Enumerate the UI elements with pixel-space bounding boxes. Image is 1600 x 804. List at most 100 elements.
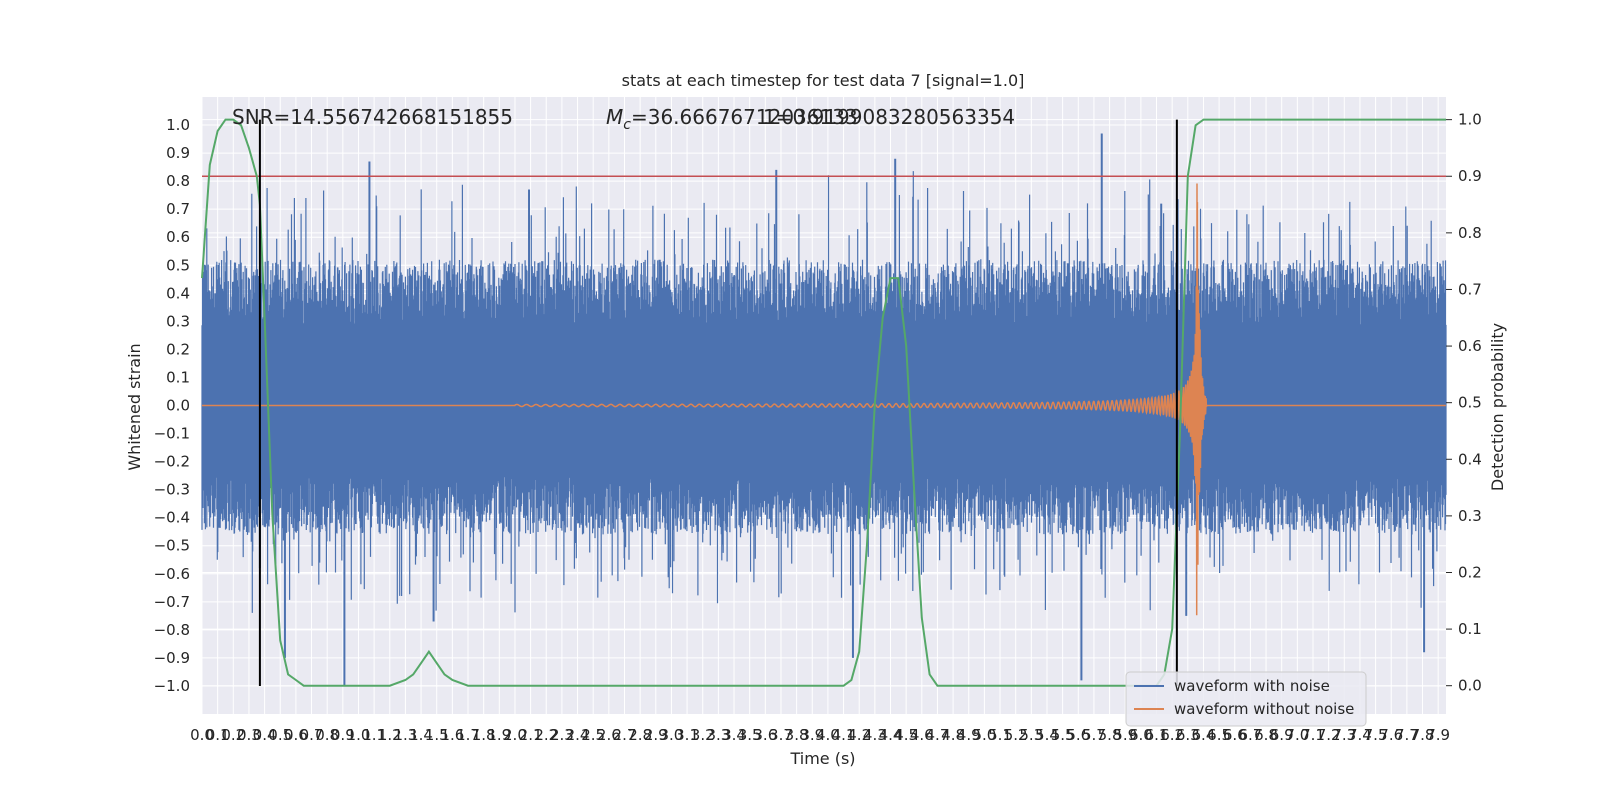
series-waveform-without-noise: [202, 183, 1446, 616]
x-tick-label: 3.2: [691, 726, 715, 744]
x-tick-label: 6.0: [1129, 726, 1153, 744]
y2-tick-label: 0.7: [1458, 280, 1482, 298]
x-tick-label: 5.4: [1035, 726, 1059, 744]
probability-line: [201, 118, 1446, 687]
x-tick-label: 0.4: [253, 726, 277, 744]
y-tick-label: −0.4: [154, 509, 190, 527]
x-tick-label: 5.9: [1113, 726, 1137, 744]
y-tick-label: −1.0: [154, 677, 190, 695]
y-tick-label: 0.6: [166, 228, 190, 246]
x-tick-label: 0.1: [206, 726, 230, 744]
y-tick-label: 0.8: [166, 172, 190, 190]
chirp-mass-symbol: M: [606, 105, 623, 129]
x-tick-label: 2.3: [550, 726, 574, 744]
y2-axis-title: Detection probability: [1488, 323, 1507, 491]
x-tick-label: 0.0: [190, 726, 214, 744]
x-tick-label: 4.0: [816, 726, 840, 744]
x-tick-label: 1.8: [472, 726, 496, 744]
y-tick-label: 0.0: [166, 397, 190, 415]
x-tick-label: 7.9: [1426, 726, 1450, 744]
x-tick-label: 7.1: [1301, 726, 1325, 744]
x-tick-label: 3.5: [738, 726, 762, 744]
y-tick-label: −0.3: [154, 481, 190, 499]
x-tick-label: 7.8: [1411, 726, 1435, 744]
chirp-mass-annotation: Mc=36.66676712036133: [606, 105, 858, 133]
x-tick-label: 2.4: [566, 726, 590, 744]
x-tick-label: 3.1: [675, 726, 699, 744]
x-tick-label: 4.9: [957, 726, 981, 744]
y2-tick-label: 0.6: [1458, 337, 1482, 355]
x-tick-label: 5.5: [1051, 726, 1075, 744]
x-tick-label: 1.9: [487, 726, 511, 744]
clean-waveform-trace: [202, 183, 1446, 616]
x-tick-label: 2.5: [581, 726, 605, 744]
legend: waveform with noise waveform without noi…: [1125, 671, 1367, 727]
y-tick-label: 0.7: [166, 200, 190, 218]
x-tick-label: 0.7: [300, 726, 324, 744]
y2-tick-label: 0.2: [1458, 563, 1482, 581]
chirp-mass-value: =36.66676712036133: [631, 105, 858, 129]
x-tick-label: 1.3: [393, 726, 417, 744]
x-tick-label: 3.0: [660, 726, 684, 744]
y-tick-label: 0.2: [166, 340, 190, 358]
x-tick-label: 6.5: [1207, 726, 1231, 744]
y2-tick-label: 0.5: [1458, 394, 1482, 412]
x-tick-label: 2.9: [644, 726, 668, 744]
y2-tick-label: 1.0: [1458, 111, 1482, 129]
y2-tick-label: 0.8: [1458, 224, 1482, 242]
x-tick-label: 7.4: [1348, 726, 1372, 744]
x-tick-label: 7.7: [1395, 726, 1419, 744]
y-tick-label: −0.1: [154, 425, 190, 443]
x-tick-label: 0.3: [237, 726, 261, 744]
x-tick-label: 5.2: [1004, 726, 1028, 744]
x-tick-label: 1.0: [347, 726, 371, 744]
x-tick-label: 2.1: [519, 726, 543, 744]
x-tick-label: 5.3: [1019, 726, 1043, 744]
x-tick-label: 5.6: [1066, 726, 1090, 744]
x-tick-label: 3.8: [785, 726, 809, 744]
x-tick-label: 6.7: [1238, 726, 1262, 744]
snr-annotation: SNR=14.556742668151855: [232, 105, 513, 129]
x-tick-label: 1.1: [362, 726, 386, 744]
x-tick-label: 1.2: [378, 726, 402, 744]
x-tick-label: 2.0: [503, 726, 527, 744]
y-tick-label: −0.6: [154, 565, 190, 583]
x-axis-title: Time (s): [789, 749, 855, 768]
y-tick-label: 0.1: [166, 368, 190, 386]
x-tick-label: 4.5: [894, 726, 918, 744]
x-tick-label: 0.5: [268, 726, 292, 744]
y2-tick-label: 0.4: [1458, 450, 1482, 468]
x-tick-label: 1.6: [440, 726, 464, 744]
legend-box: [1125, 671, 1367, 727]
x-tick-label: 4.7: [926, 726, 950, 744]
series-detection-probability: [201, 118, 1446, 687]
y-tick-label: 0.5: [166, 256, 190, 274]
x-tick-label: 0.6: [284, 726, 308, 744]
overlap-annotation: 1=0.9199083280563354: [763, 105, 1015, 129]
x-tick-label: 6.2: [1160, 726, 1184, 744]
x-tick-label: 5.1: [988, 726, 1012, 744]
x-tick-label: 7.0: [1285, 726, 1309, 744]
x-tick-label: 2.2: [534, 726, 558, 744]
x-tick-label: 1.4: [409, 726, 433, 744]
x-tick-label: 0.2: [221, 726, 245, 744]
x-tick-label: 4.1: [832, 726, 856, 744]
y2-tick-label: 0.1: [1458, 620, 1482, 638]
x-tick-label: 2.8: [628, 726, 652, 744]
x-tick-label: 7.6: [1379, 726, 1403, 744]
chirp-mass-subscript: c: [623, 117, 631, 133]
vertical-markers: [258, 119, 1178, 686]
y-tick-label: −0.7: [154, 593, 190, 611]
x-tick-label: 3.7: [769, 726, 793, 744]
y-axis-title: Whitened strain: [125, 343, 144, 470]
chart-title: stats at each timestep for test data 7 […: [622, 71, 1025, 90]
y-tick-label: −0.8: [154, 621, 190, 639]
x-tick-label: 5.0: [972, 726, 996, 744]
y-tick-label: −0.5: [154, 537, 190, 555]
x-tick-label: 2.6: [597, 726, 621, 744]
series-waveform-with-noise: [201, 133, 1447, 686]
x-tick-label: 3.9: [800, 726, 824, 744]
x-tick-label: 0.8: [315, 726, 339, 744]
